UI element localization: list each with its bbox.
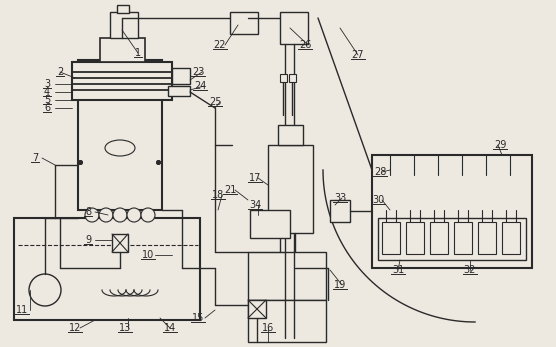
Bar [230, 12, 258, 34]
Bar [478, 222, 496, 254]
Bar [78, 60, 162, 210]
Bar [250, 210, 290, 238]
Text: 21: 21 [224, 185, 236, 195]
Bar [382, 222, 400, 254]
Text: 34: 34 [249, 200, 261, 210]
Bar [110, 12, 138, 38]
Text: 19: 19 [334, 280, 346, 290]
Text: 25: 25 [208, 97, 221, 107]
Bar [406, 222, 424, 254]
Bar [280, 12, 308, 44]
Text: 24: 24 [194, 81, 206, 91]
Circle shape [141, 208, 155, 222]
Circle shape [29, 274, 61, 306]
Bar [117, 5, 129, 13]
Text: 4: 4 [44, 87, 50, 97]
Circle shape [99, 208, 113, 222]
Text: 23: 23 [192, 67, 204, 77]
Text: 1: 1 [135, 48, 141, 58]
Bar [268, 145, 313, 233]
Text: 29: 29 [494, 140, 506, 150]
Circle shape [127, 208, 141, 222]
Text: 10: 10 [142, 250, 154, 260]
Circle shape [113, 208, 127, 222]
Text: 26: 26 [299, 40, 311, 50]
Bar [248, 252, 326, 300]
Text: 27: 27 [352, 50, 364, 60]
Text: 11: 11 [16, 305, 28, 315]
Text: 22: 22 [214, 40, 226, 50]
Text: 17: 17 [249, 173, 261, 183]
Text: 12: 12 [69, 323, 81, 333]
Text: 5: 5 [44, 95, 50, 105]
Bar [172, 68, 190, 84]
Bar [330, 200, 350, 222]
Text: 30: 30 [372, 195, 384, 205]
Bar [430, 222, 448, 254]
Bar [72, 62, 172, 100]
Text: 8: 8 [85, 207, 91, 217]
Bar [502, 222, 520, 254]
Text: 9: 9 [85, 235, 91, 245]
Text: 18: 18 [212, 190, 224, 200]
Text: 33: 33 [334, 193, 346, 203]
Text: 14: 14 [164, 323, 176, 333]
Text: 6: 6 [44, 103, 50, 113]
Circle shape [85, 208, 99, 222]
Bar [454, 222, 472, 254]
Bar [100, 38, 145, 62]
Text: 31: 31 [392, 265, 404, 275]
Text: 16: 16 [262, 323, 274, 333]
Bar [112, 234, 128, 252]
Text: 2: 2 [57, 67, 63, 77]
Bar [372, 155, 532, 268]
Bar [168, 86, 190, 96]
Bar [14, 218, 200, 320]
Bar [248, 300, 326, 342]
Text: 28: 28 [374, 167, 386, 177]
Text: 15: 15 [192, 313, 204, 323]
Bar [280, 74, 287, 82]
Text: 3: 3 [44, 79, 50, 89]
Text: 32: 32 [464, 265, 476, 275]
Text: 7: 7 [32, 153, 38, 163]
Bar [378, 218, 526, 260]
Text: 13: 13 [119, 323, 131, 333]
Bar [278, 125, 303, 145]
Bar [289, 74, 296, 82]
Bar [248, 300, 266, 318]
